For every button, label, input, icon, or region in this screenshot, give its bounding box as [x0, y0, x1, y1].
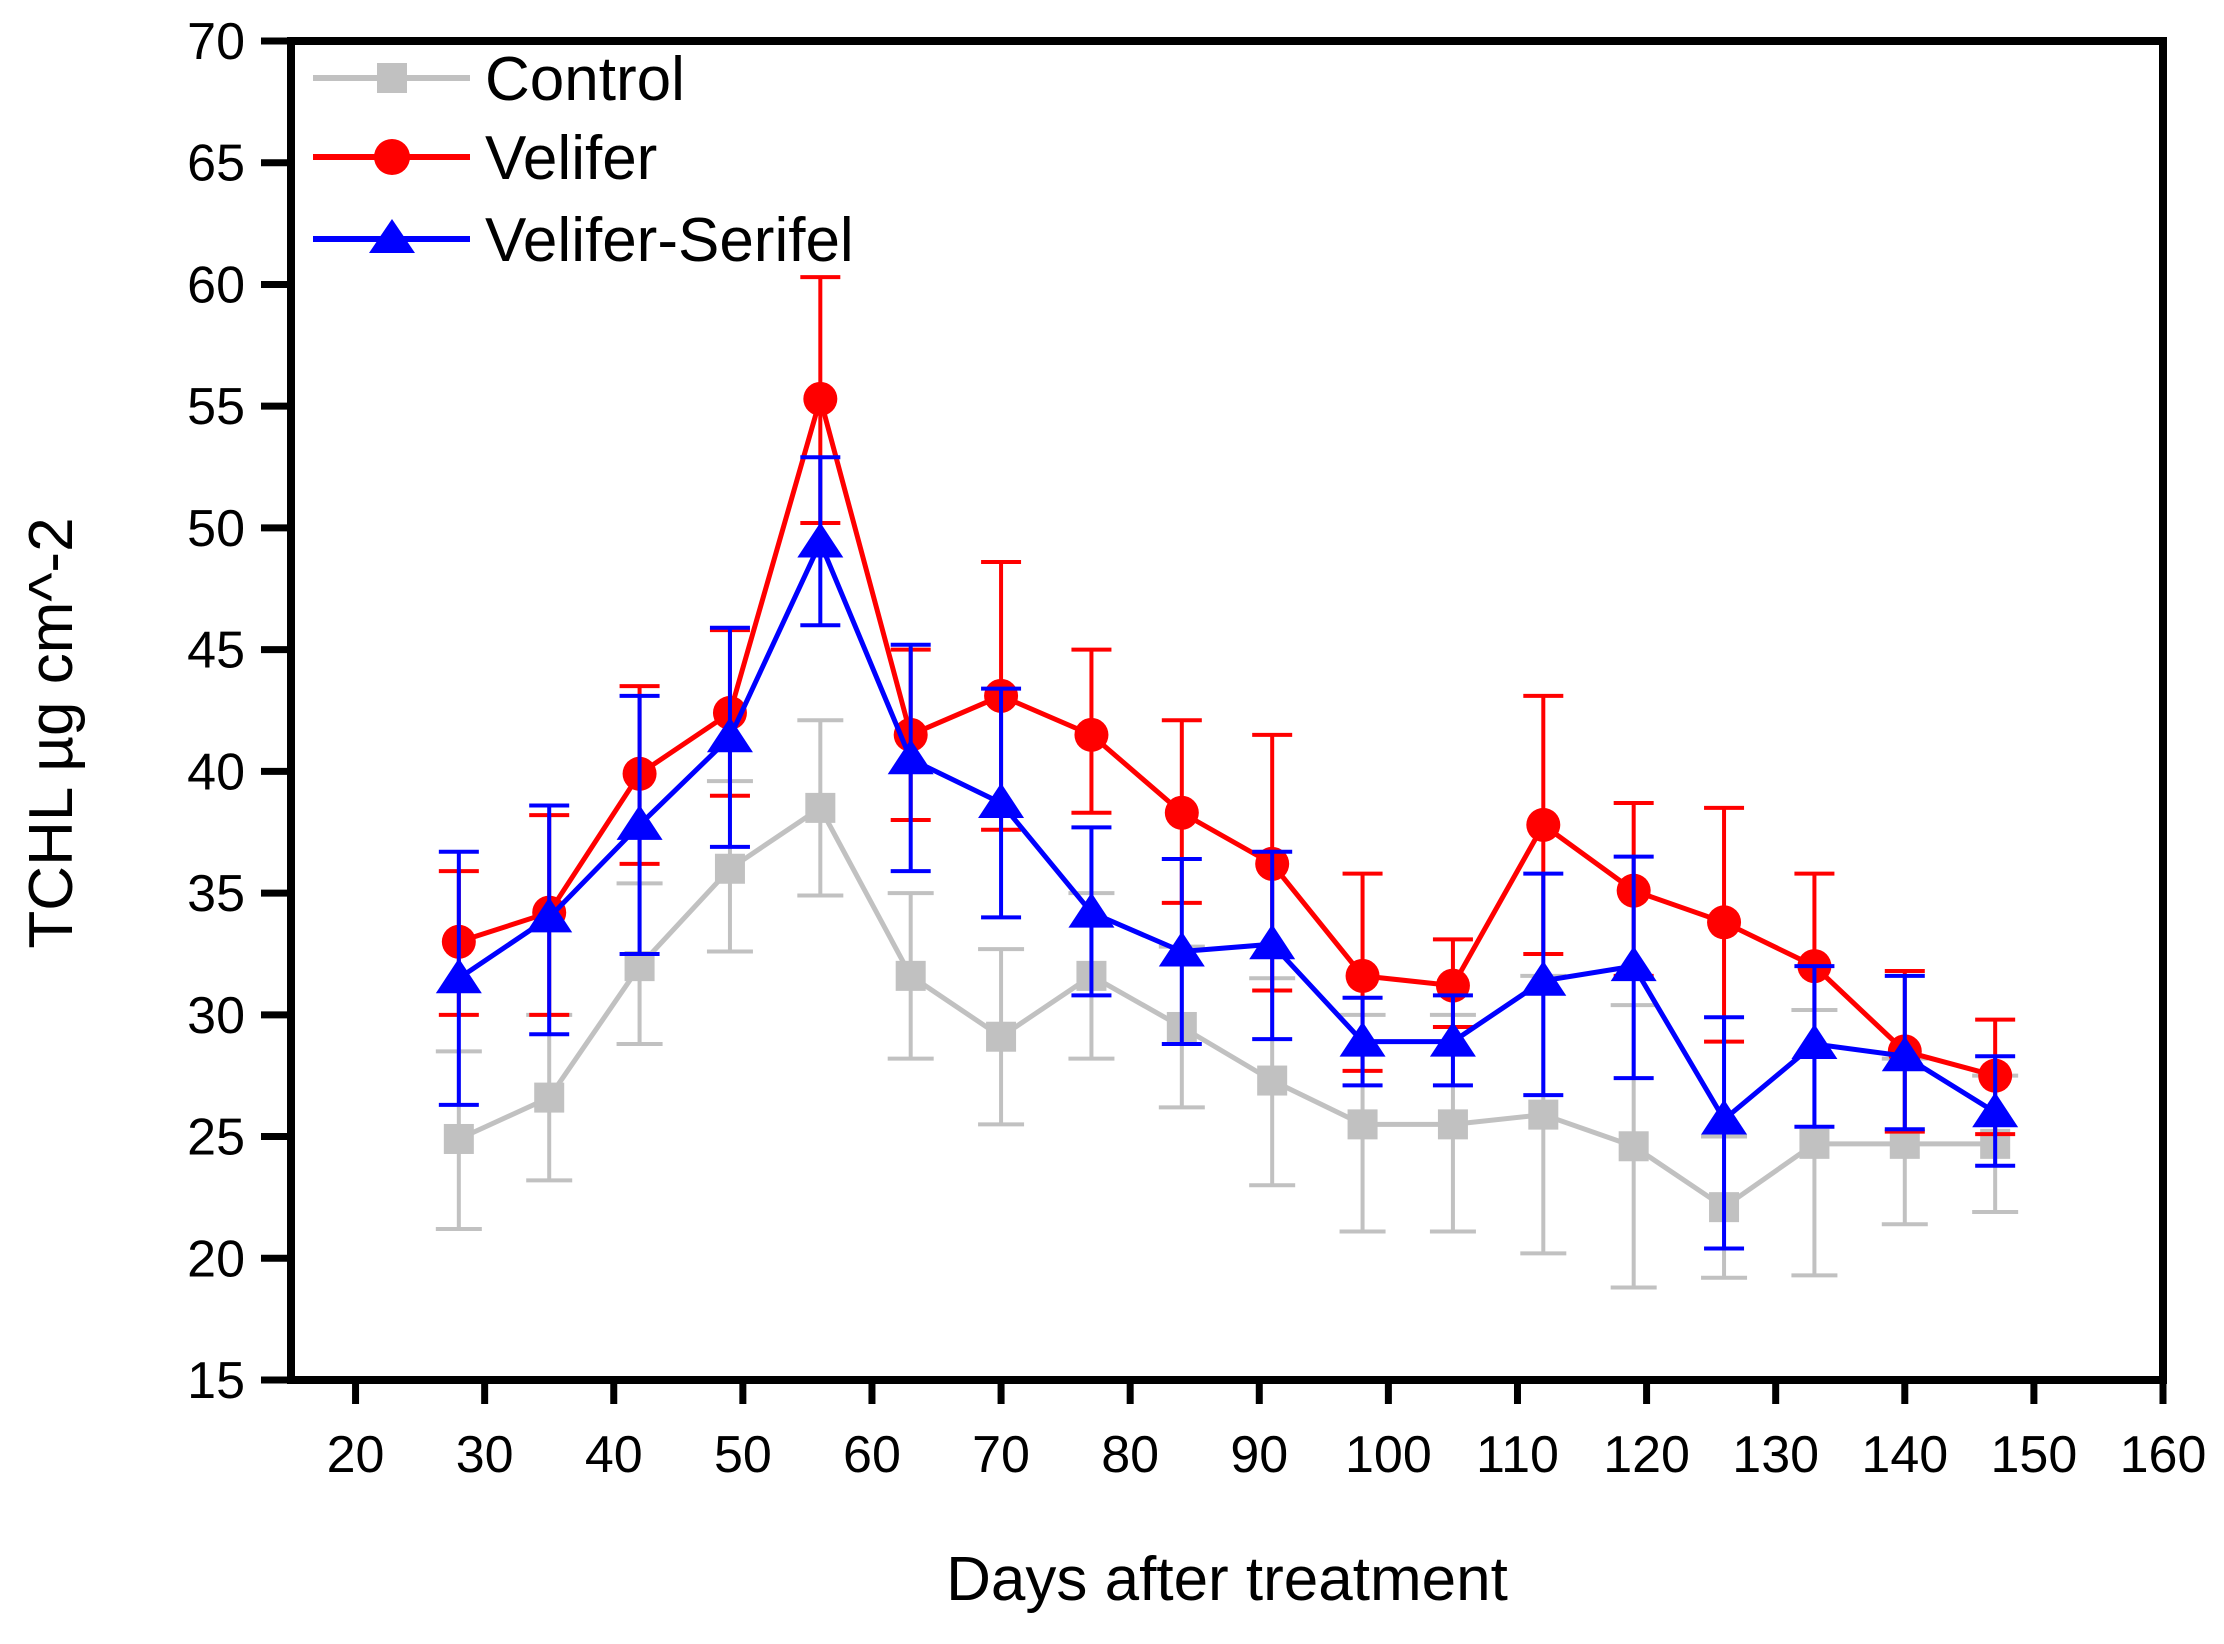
square-marker-icon — [1889, 1128, 1920, 1159]
series-line-velifer-serifel — [457, 536, 1997, 1124]
square-marker-icon — [714, 853, 745, 884]
square-marker-icon — [534, 1082, 565, 1113]
triangle-marker-icon — [369, 219, 415, 253]
y-tick-label-30: 30 — [187, 987, 245, 1045]
circle-marker-icon — [803, 381, 838, 416]
x-tick-label-80: 80 — [1101, 1426, 1159, 1484]
square-marker-icon — [1528, 1099, 1559, 1130]
legend-label-control: Control — [485, 45, 685, 114]
triangle-marker-icon — [1068, 892, 1115, 928]
square-marker-icon — [624, 951, 655, 982]
x-tick-label-130: 130 — [1732, 1426, 1819, 1484]
x-tick-label-50: 50 — [714, 1426, 772, 1484]
x-tick-label-110: 110 — [1476, 1426, 1559, 1484]
x-tick-label-70: 70 — [972, 1426, 1030, 1484]
x-tick-label-40: 40 — [585, 1426, 643, 1484]
y-tick-label-25: 25 — [187, 1109, 245, 1167]
triangle-marker-icon — [1701, 1099, 1748, 1135]
triangle-marker-icon — [978, 783, 1025, 819]
y-tick-label-20: 20 — [187, 1230, 245, 1288]
triangle-marker-icon — [435, 958, 482, 994]
x-tick-label-150: 150 — [1991, 1426, 2078, 1484]
circle-marker-icon — [1074, 717, 1109, 752]
series-control — [435, 718, 2019, 1290]
y-axis-ticks: 15 20 25 30 35 40 45 50 55 60 65 70 — [187, 13, 291, 1410]
y-tick-label-60: 60 — [187, 256, 245, 314]
x-tick-label-30: 30 — [456, 1426, 514, 1484]
triangle-marker-icon — [1791, 1024, 1838, 1060]
circle-marker-icon — [1345, 958, 1380, 993]
triangle-marker-icon — [706, 717, 753, 753]
x-tick-label-20: 20 — [327, 1426, 385, 1484]
series-velifer-serifel — [435, 455, 2019, 1251]
x-axis-title: Days after treatment — [946, 1545, 1508, 1614]
legend-item-velifer-serifel: Velifer-Serifel — [313, 206, 854, 275]
circle-marker-icon — [374, 139, 410, 175]
legend-item-velifer: Velifer — [313, 124, 657, 193]
plot-area-border — [287, 37, 2167, 1384]
circle-marker-icon — [1164, 795, 1199, 830]
x-tick-label-60: 60 — [843, 1426, 901, 1484]
y-tick-label-35: 35 — [187, 865, 245, 923]
error-bars-velifer — [438, 275, 2016, 1137]
series-line-velifer — [458, 389, 1996, 1079]
square-marker-icon — [377, 63, 407, 93]
y-tick-label-70: 70 — [187, 13, 245, 71]
triangle-marker-icon — [1881, 1036, 1928, 1072]
error-bars-velifer-serifel — [438, 455, 2016, 1251]
triangle-marker-icon — [1249, 924, 1296, 960]
x-axis-ticks: 20 30 40 50 60 70 80 90 100 110 120 130 140 150 160 — [327, 1380, 2207, 1484]
legend: Control Velifer Velifer-Serifel — [313, 45, 854, 275]
y-tick-label-50: 50 — [187, 500, 245, 558]
circle-marker-icon — [1707, 905, 1742, 940]
legend-label-velifer: Velifer — [485, 124, 657, 193]
triangle-marker-icon — [616, 804, 663, 840]
markers-control — [443, 792, 2011, 1223]
triangle-marker-icon — [1339, 1021, 1386, 1057]
markers-velifer-serifel — [435, 522, 2019, 1135]
square-marker-icon — [1618, 1131, 1649, 1162]
x-tick-label-160: 160 — [2120, 1426, 2207, 1484]
y-tick-label-55: 55 — [187, 378, 245, 436]
triangle-marker-icon — [526, 897, 573, 933]
series-layer — [435, 275, 2019, 1290]
triangle-marker-icon — [1520, 960, 1567, 996]
triangle-marker-icon — [1610, 946, 1657, 982]
triangle-marker-icon — [1429, 1021, 1476, 1057]
triangle-marker-icon — [1158, 931, 1205, 967]
x-tick-label-100: 100 — [1345, 1426, 1432, 1484]
square-marker-icon — [1437, 1109, 1468, 1140]
series-velifer — [438, 275, 2016, 1137]
y-tick-label-45: 45 — [187, 622, 245, 680]
error-bars-control — [435, 718, 2019, 1290]
series-line-control — [457, 804, 1996, 1211]
x-tick-label-120: 120 — [1603, 1426, 1690, 1484]
square-marker-icon — [1799, 1128, 1830, 1159]
square-marker-icon — [1347, 1109, 1378, 1140]
triangle-marker-icon — [797, 522, 844, 558]
triangle-marker-icon — [1972, 1092, 2019, 1128]
y-axis-title: TCHL µg cm^-2 — [17, 517, 86, 948]
square-marker-icon — [805, 792, 836, 823]
markers-velifer — [441, 381, 2013, 1093]
square-marker-icon — [986, 1021, 1017, 1052]
y-tick-label-65: 65 — [187, 135, 245, 193]
triangle-marker-icon — [887, 739, 934, 775]
square-marker-icon — [1257, 1065, 1288, 1096]
circle-marker-icon — [1526, 807, 1561, 842]
square-marker-icon — [443, 1123, 474, 1154]
square-marker-icon — [895, 960, 926, 991]
y-tick-label-40: 40 — [187, 743, 245, 801]
legend-label-velifer-serifel: Velifer-Serifel — [485, 206, 854, 275]
legend-item-control: Control — [313, 45, 685, 114]
x-tick-label-90: 90 — [1230, 1426, 1288, 1484]
y-tick-label-15: 15 — [187, 1352, 245, 1410]
x-tick-label-140: 140 — [1861, 1426, 1948, 1484]
